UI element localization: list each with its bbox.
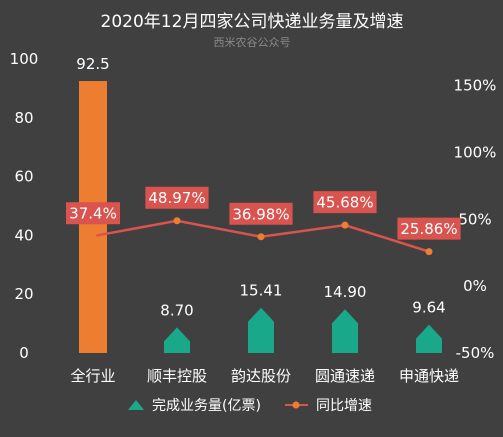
category-label: 申通快递 bbox=[399, 367, 459, 385]
bar bbox=[164, 327, 190, 353]
bar bbox=[416, 324, 442, 353]
growth-point bbox=[425, 248, 433, 256]
bar-value-label: 14.90 bbox=[324, 283, 367, 301]
growth-label: 45.68% bbox=[316, 194, 373, 212]
bar bbox=[332, 309, 358, 353]
category-label: 顺丰控股 bbox=[147, 367, 207, 385]
growth-label: 36.98% bbox=[232, 205, 289, 223]
legend-line-label: 同比增速 bbox=[316, 398, 372, 414]
growth-point bbox=[341, 221, 349, 229]
category-label: 韵达股份 bbox=[231, 367, 291, 385]
category-label: 全行业 bbox=[70, 367, 115, 385]
growth-point bbox=[89, 232, 97, 240]
bar bbox=[248, 307, 274, 353]
right-tick-label: -50% bbox=[456, 344, 495, 362]
growth-label-box bbox=[145, 186, 209, 209]
growth-point bbox=[173, 217, 181, 225]
chart-title: 2020年12月四家公司快递业务量及增速 bbox=[101, 12, 404, 32]
legend: 完成业务量(亿票) 同比增速 bbox=[128, 398, 372, 414]
right-tick-label: 0% bbox=[463, 277, 487, 295]
right-axis: -50% 0% 50% 100% 150% bbox=[454, 77, 497, 362]
right-tick-label: 50% bbox=[458, 210, 491, 228]
left-tick-label: 20 bbox=[14, 285, 33, 303]
left-axis: 0 20 40 60 80 100 bbox=[10, 50, 39, 362]
legend-bar-label: 完成业务量(亿票) bbox=[152, 398, 261, 414]
bar-value-label: 9.64 bbox=[412, 299, 445, 317]
category-label: 圆通速递 bbox=[315, 367, 375, 385]
growth-label-box bbox=[397, 217, 461, 240]
right-tick-label: 100% bbox=[454, 144, 497, 162]
left-tick-label: 0 bbox=[19, 344, 29, 362]
growth-point bbox=[257, 233, 265, 241]
left-tick-label: 100 bbox=[10, 50, 39, 68]
growth-label-box bbox=[313, 191, 377, 214]
line-series: 37.4% 48.97% 36.98% 45.68% 25.86% bbox=[66, 186, 461, 256]
left-tick-label: 40 bbox=[14, 226, 33, 244]
growth-label-box bbox=[229, 202, 293, 225]
legend-bar-marker bbox=[128, 400, 144, 410]
right-tick-label: 150% bbox=[454, 77, 497, 95]
bar-value-label: 92.5 bbox=[76, 55, 109, 73]
bar-value-label: 8.70 bbox=[160, 301, 193, 319]
left-tick-label: 60 bbox=[14, 168, 33, 186]
category-axis: 全行业 顺丰控股 韵达股份 圆通速递 申通快递 bbox=[70, 367, 459, 385]
left-tick-label: 80 bbox=[14, 109, 33, 127]
bar-value-label: 15.41 bbox=[240, 282, 283, 300]
growth-label-box bbox=[66, 202, 120, 225]
legend-line-dot bbox=[292, 401, 300, 409]
growth-label: 25.86% bbox=[400, 220, 457, 238]
chart-subtitle: 西米农谷公众号 bbox=[214, 35, 291, 49]
growth-label: 48.97% bbox=[148, 189, 205, 207]
growth-label: 37.4% bbox=[69, 205, 117, 223]
